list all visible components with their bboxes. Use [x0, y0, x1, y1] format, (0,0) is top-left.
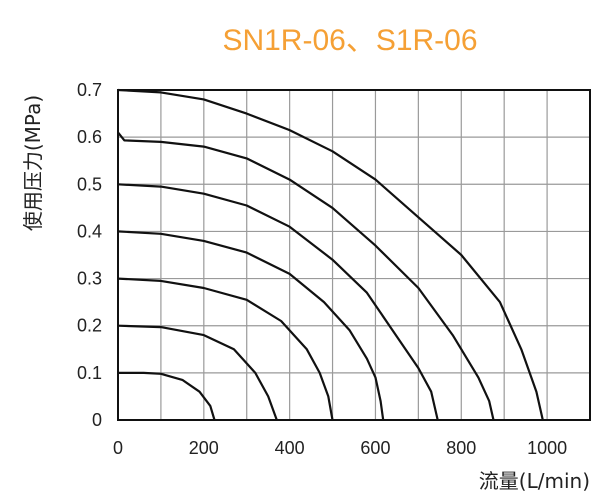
y-tick-label: 0.5	[77, 174, 102, 194]
chart-title: SN1R-06、S1R-06	[222, 24, 477, 57]
y-tick-label: 0.4	[77, 221, 102, 241]
y-tick-label: 0	[92, 410, 102, 430]
pressure-flow-curve	[118, 371, 216, 421]
x-tick-label: 200	[189, 438, 219, 458]
y-tick-label: 0.6	[77, 127, 102, 147]
x-axis-label: 流量(L/min)	[479, 469, 590, 493]
y-tick-label: 0.1	[77, 363, 102, 383]
pressure-flow-curve	[117, 88, 544, 421]
y-tick-label: 0.7	[77, 80, 102, 100]
y-tick-label: 0.2	[77, 316, 102, 336]
curves	[117, 88, 544, 421]
x-tick-label: 600	[360, 438, 390, 458]
x-tick-label: 0	[113, 438, 123, 458]
pressure-flow-curve	[117, 183, 439, 421]
y-tick-label: 0.3	[77, 269, 102, 289]
y-axis-label: 使用压力(MPa)	[21, 95, 45, 231]
x-tick-label: 800	[446, 438, 476, 458]
pressure-flow-curve	[117, 131, 495, 421]
pressure-flow-curve	[117, 324, 278, 421]
plot-frame	[117, 89, 591, 421]
pressure-flow-curve	[117, 277, 334, 421]
y-axis-ticks: 0 0.1 0.2 0.3 0.4 0.5 0.6 0.7	[77, 80, 102, 430]
x-tick-label: 400	[275, 438, 305, 458]
x-axis-ticks: 0 200 400 600 800 1000	[113, 438, 567, 458]
x-tick-label: 1000	[527, 438, 567, 458]
grid	[118, 90, 590, 420]
pressure-flow-curve	[117, 230, 385, 421]
